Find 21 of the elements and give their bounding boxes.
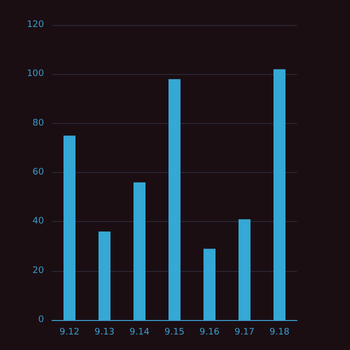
x-tick-label: 9.17 — [234, 328, 255, 338]
bar — [274, 69, 286, 320]
y-tick-label: 60 — [32, 168, 44, 178]
y-tick-label: 0 — [38, 315, 44, 325]
x-tick-label: 9.12 — [59, 328, 80, 338]
bar — [98, 232, 110, 320]
y-tick-label: 100 — [26, 69, 44, 80]
y-tick-label: 20 — [32, 266, 44, 276]
x-tick-label: 9.13 — [94, 328, 115, 338]
x-tick-label: 9.14 — [129, 328, 150, 338]
y-tick-label: 80 — [32, 118, 44, 128]
bar — [134, 182, 146, 320]
x-tick-label: 9.18 — [269, 328, 290, 338]
bar — [238, 219, 250, 320]
x-tick-label: 9.15 — [164, 328, 185, 338]
x-tick-label: 9.16 — [199, 328, 220, 338]
y-tick-label: 120 — [26, 20, 44, 30]
bar — [64, 136, 76, 320]
bar — [168, 79, 180, 320]
y-tick-label: 40 — [32, 216, 44, 227]
bar — [204, 248, 216, 320]
